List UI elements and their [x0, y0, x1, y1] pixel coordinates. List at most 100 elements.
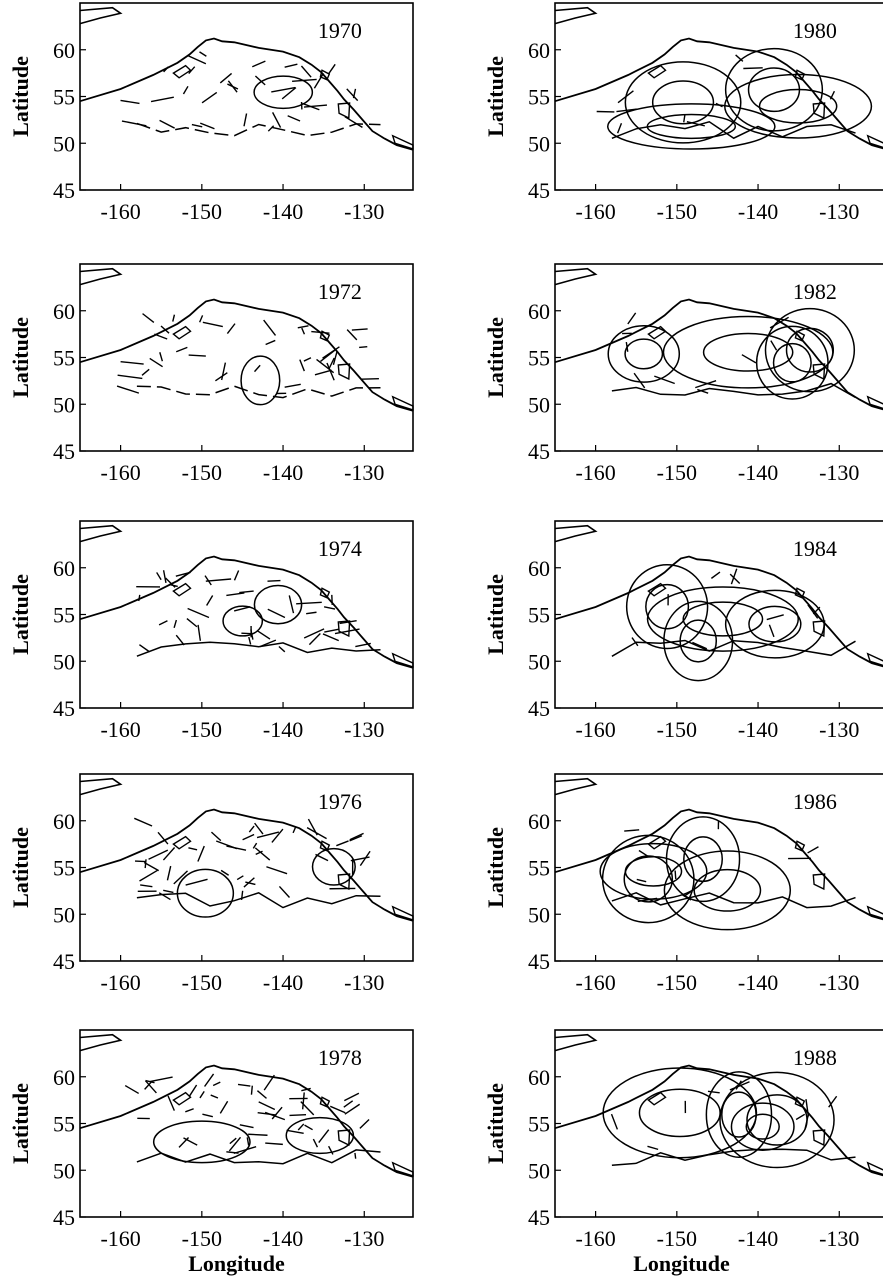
contour-dash: [256, 1090, 267, 1099]
contour-dash: [692, 641, 708, 650]
contour-dash: [271, 112, 282, 128]
map-panel-1978: 45 50 55 60 -160 -150 -140 -130 Latitude Longitud…: [8, 1029, 414, 1276]
contour-dash: [286, 1129, 304, 1135]
contour-dash: [156, 572, 162, 581]
contour-dash: [766, 614, 784, 621]
contour-dash: [332, 350, 338, 365]
contour-loop: [663, 850, 792, 931]
y-tick-label: 60: [528, 556, 550, 581]
contour-loop: [623, 855, 674, 903]
contour-loop: [764, 307, 856, 393]
island: [337, 363, 351, 381]
island: [794, 587, 806, 599]
contour-loop: [152, 1120, 251, 1164]
island: [391, 1161, 414, 1177]
contour-dash: [241, 632, 252, 635]
contour-dash: [616, 122, 623, 134]
contour-line: [611, 639, 856, 657]
island: [794, 330, 806, 342]
contour-dash: [627, 312, 637, 325]
contour-dash: [183, 1137, 198, 1146]
contour-dash: [287, 115, 301, 122]
contour-dash: [139, 869, 158, 882]
contour-dash: [173, 619, 178, 629]
coastline: [79, 37, 414, 151]
contour-loop: [719, 1071, 835, 1169]
x-tick-label: -150: [182, 199, 222, 224]
coastline-north: [554, 267, 598, 286]
contour-dash: [263, 1074, 275, 1091]
contour-dash: [324, 628, 340, 633]
contour-dash: [254, 822, 264, 835]
contour-dash: [359, 346, 368, 349]
contour-dash: [741, 354, 757, 364]
contour-dash: [191, 123, 203, 128]
contour-dash: [697, 388, 709, 394]
x-tick-label: -150: [182, 460, 222, 485]
y-tick-label: 60: [53, 38, 75, 63]
coastline-north: [554, 524, 598, 543]
x-tick-label: -130: [819, 1226, 859, 1251]
island: [172, 582, 192, 597]
contour-dash: [314, 369, 332, 376]
contour-dash: [265, 339, 276, 346]
coastline: [554, 555, 883, 668]
contour-dash: [710, 571, 721, 579]
contour-dash: [188, 1084, 198, 1097]
contour-dash: [173, 870, 188, 885]
contour-dash: [284, 63, 298, 68]
x-tick-label: -130: [819, 460, 859, 485]
contour-dash: [299, 359, 305, 372]
contour-dash: [197, 624, 202, 641]
contour-dash: [228, 1136, 242, 1152]
contour-dash: [188, 847, 198, 851]
island: [812, 620, 826, 638]
contour-dash: [256, 629, 271, 640]
contour-dash: [308, 632, 321, 646]
y-axis-label: Latitude: [483, 1083, 508, 1164]
contour-dash: [167, 1095, 175, 1111]
contour-dash: [226, 592, 245, 597]
contour-dash: [199, 1091, 205, 1099]
contour-line: [136, 1149, 381, 1165]
contour-dash: [730, 568, 738, 585]
contour-line: [136, 122, 381, 137]
contour-dash: [256, 831, 280, 839]
island: [172, 64, 192, 79]
island: [866, 652, 883, 667]
contour-dash: [159, 352, 164, 362]
contour-dash: [141, 368, 150, 376]
x-tick-label: -150: [657, 199, 697, 224]
contour-dash: [795, 1113, 806, 1121]
contour-dash: [239, 590, 254, 594]
contour-dash: [227, 80, 238, 93]
x-tick-label: -130: [344, 460, 384, 485]
year-label: 1982: [793, 279, 837, 304]
contour-loop: [702, 332, 794, 372]
contour-dash: [226, 323, 236, 334]
contour-dash: [707, 1090, 720, 1094]
contour-dash: [172, 314, 176, 322]
contour-dash: [278, 645, 286, 653]
contour-dash: [199, 122, 215, 130]
contour-dash: [158, 620, 168, 626]
contour-dash: [148, 849, 169, 860]
contour-dash: [163, 889, 174, 894]
contour-line: [611, 120, 856, 140]
contour-dash: [271, 828, 284, 843]
contour-dash: [188, 66, 196, 74]
contour-dash: [301, 1087, 311, 1092]
x-tick-label: -150: [657, 1226, 697, 1251]
map-panel-1982: 45 50 55 60 -160 -150 -140 -130 Latitude 1982: [483, 263, 883, 485]
contour-loop: [607, 325, 681, 383]
contour-dash: [210, 831, 222, 842]
coastline: [79, 1064, 414, 1178]
x-tick-label: -130: [344, 970, 384, 995]
x-tick-label: -140: [738, 717, 778, 742]
contour-dash: [138, 644, 150, 653]
contour-dash: [185, 878, 208, 886]
x-tick-label: -160: [575, 199, 615, 224]
y-tick-label: 45: [53, 439, 75, 464]
contour-dash: [150, 96, 174, 103]
y-axis-label: Latitude: [8, 574, 33, 655]
